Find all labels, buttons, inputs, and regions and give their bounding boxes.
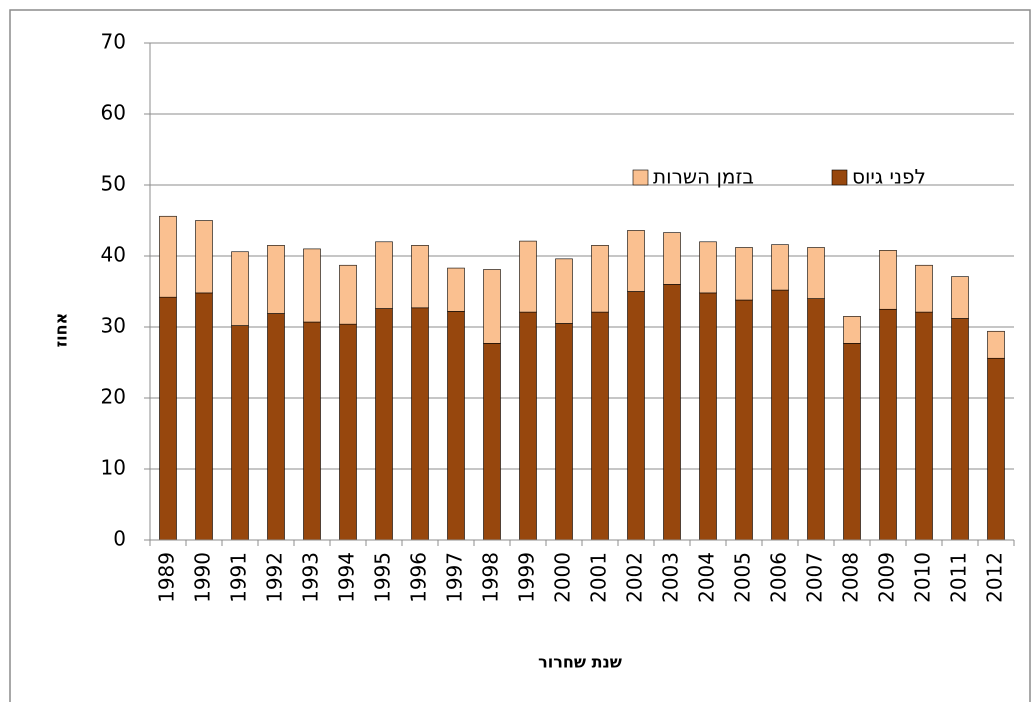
x-tick-label: 2011	[947, 552, 971, 603]
bar-segment	[231, 251, 249, 326]
bar-segment	[411, 307, 429, 541]
bar-segment	[591, 311, 609, 541]
y-tick-label: 10	[101, 456, 126, 480]
bar-segment	[951, 276, 969, 319]
x-tick-label: 2006	[767, 552, 791, 603]
x-tick-label: 1998	[479, 552, 503, 603]
x-tick-label: 2007	[803, 552, 827, 603]
y-tick-label: 20	[101, 385, 126, 409]
x-tick-label: 2004	[695, 552, 719, 603]
x-tick-label: 1994	[335, 552, 359, 603]
bar-segment	[375, 308, 393, 541]
bar-segment	[771, 244, 789, 291]
bar-segment	[555, 323, 573, 541]
x-tick-label: 2000	[551, 552, 575, 603]
legend-label: לפני גיוס	[852, 165, 926, 189]
bar-segment	[987, 357, 1005, 541]
legend-label: בזמן השרות	[653, 165, 754, 189]
y-tick-label: 60	[101, 101, 126, 125]
bar-segment	[627, 230, 645, 292]
y-tick-label: 40	[101, 243, 126, 267]
x-tick-label: 1999	[515, 552, 539, 603]
x-tick-label: 1995	[371, 552, 395, 603]
x-tick-label: 2010	[911, 552, 935, 603]
bar-segment	[771, 289, 789, 541]
bar-segment	[195, 220, 213, 294]
x-tick-label: 2002	[623, 552, 647, 603]
bar-segment	[915, 311, 933, 541]
bar-segment	[411, 245, 429, 309]
bar-segment	[699, 292, 717, 541]
x-tick-label: 1990	[191, 552, 215, 603]
bar-segment	[807, 247, 825, 299]
x-tick-label: 2003	[659, 552, 683, 603]
legend-swatch	[831, 169, 848, 186]
bar-segment	[951, 318, 969, 541]
bar-segment	[627, 291, 645, 541]
bar-segment	[987, 330, 1005, 359]
bar-segment	[735, 247, 753, 301]
bar-segment	[555, 258, 573, 324]
bar-segment	[735, 299, 753, 541]
bar-segment	[879, 250, 897, 310]
bar-segment	[591, 245, 609, 313]
legend-swatch	[632, 169, 649, 186]
bar-segment	[879, 308, 897, 541]
bar-segment	[483, 343, 501, 541]
bar-segment	[447, 311, 465, 541]
y-axis-label: אחוז	[52, 313, 71, 348]
bar-segment	[303, 248, 321, 323]
x-tick-label: 1992	[263, 552, 287, 603]
bar-segment	[807, 298, 825, 541]
y-tick-label: 30	[101, 314, 126, 338]
y-tick-label: 50	[101, 172, 126, 196]
x-tick-label: 1996	[407, 552, 431, 603]
bar-segment	[699, 241, 717, 294]
bar-segment	[159, 296, 177, 541]
bar-segment	[303, 321, 321, 541]
bar-segment	[339, 323, 357, 541]
bar-segment	[447, 267, 465, 312]
bar-segment	[663, 284, 681, 541]
bar-segment	[231, 325, 249, 541]
x-tick-label: 1991	[227, 552, 251, 603]
y-tick-label: 70	[101, 30, 126, 54]
chart-frame	[9, 9, 1031, 702]
bar-segment	[483, 269, 501, 344]
bar-segment	[375, 241, 393, 309]
bar-segment	[915, 264, 933, 313]
bar-segment	[663, 232, 681, 285]
bar-segment	[159, 215, 177, 298]
bar-segment	[339, 264, 357, 325]
x-tick-label: 2009	[875, 552, 899, 603]
x-tick-label: 1989	[155, 552, 179, 603]
x-axis-label: שנת שחרור	[538, 653, 622, 672]
x-tick-label: 1997	[443, 552, 467, 603]
bar-segment	[843, 343, 861, 541]
bar-segment	[267, 245, 285, 314]
x-tick-label: 1993	[299, 552, 323, 603]
bar-segment	[519, 240, 537, 313]
x-tick-label: 2005	[731, 552, 755, 603]
x-tick-label: 2012	[983, 552, 1007, 603]
bar-segment	[519, 311, 537, 541]
y-tick-label: 0	[113, 527, 126, 551]
bar-segment	[267, 313, 285, 541]
x-tick-label: 2008	[839, 552, 863, 603]
bar-segment	[843, 316, 861, 344]
bar-segment	[195, 292, 213, 541]
x-tick-label: 2001	[587, 552, 611, 603]
